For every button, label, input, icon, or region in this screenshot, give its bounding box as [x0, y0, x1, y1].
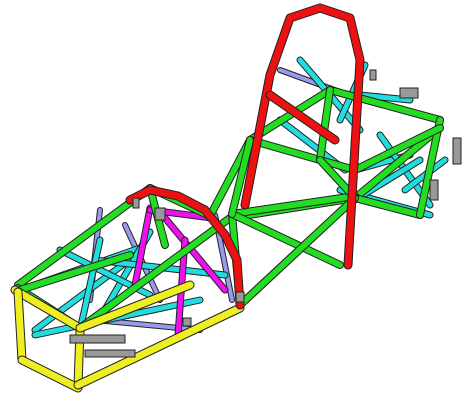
tab-bracket-icon-4 — [429, 179, 439, 201]
bulkhead-top — [11, 286, 84, 332]
floor-rail-1 — [74, 304, 244, 389]
floor-rail-2 — [76, 281, 194, 332]
cockpit-brace-2 — [157, 209, 228, 293]
tab-bracket-icon-5 — [154, 207, 166, 221]
upper-left-rail — [15, 87, 443, 288]
roll-hoop-tubes — [125, 3, 365, 310]
front-bulkhead-tubes — [10, 280, 245, 393]
tab-bracket-icon-7 — [182, 317, 192, 327]
cockpit-top-rail — [229, 193, 358, 217]
pedal-tray-icon-1 — [69, 334, 126, 344]
front-brace-7 — [77, 237, 103, 333]
front-diag-green — [17, 252, 133, 293]
bulkhead-bottom — [18, 356, 82, 392]
tab-bracket-icon-3 — [452, 137, 462, 165]
cockpit-x-1 — [229, 211, 343, 268]
main-roll-hoop — [241, 4, 364, 269]
tab-bracket-icon-6 — [132, 197, 140, 209]
tab-bracket-icon-1 — [399, 87, 419, 99]
front-roll-hoop — [126, 186, 244, 309]
engine-rear-1 — [417, 117, 443, 218]
main-hoop-brace — [266, 91, 339, 144]
cockpit-brace-1 — [132, 205, 153, 288]
cockpit-rail-mid — [229, 137, 253, 217]
rear-brace-8 — [357, 92, 413, 103]
bulkhead-left — [14, 288, 26, 364]
engine-top-1 — [247, 137, 358, 173]
engine-rear-2 — [352, 125, 443, 173]
pedal-tray-icon-3 — [235, 291, 245, 303]
tab-bracket-icon-2 — [369, 69, 377, 81]
pedal-tray-icon-2 — [84, 349, 136, 358]
brackets-and-plates — [69, 69, 462, 358]
engine-top-2 — [317, 87, 333, 163]
cockpit-x-2 — [237, 195, 358, 308]
